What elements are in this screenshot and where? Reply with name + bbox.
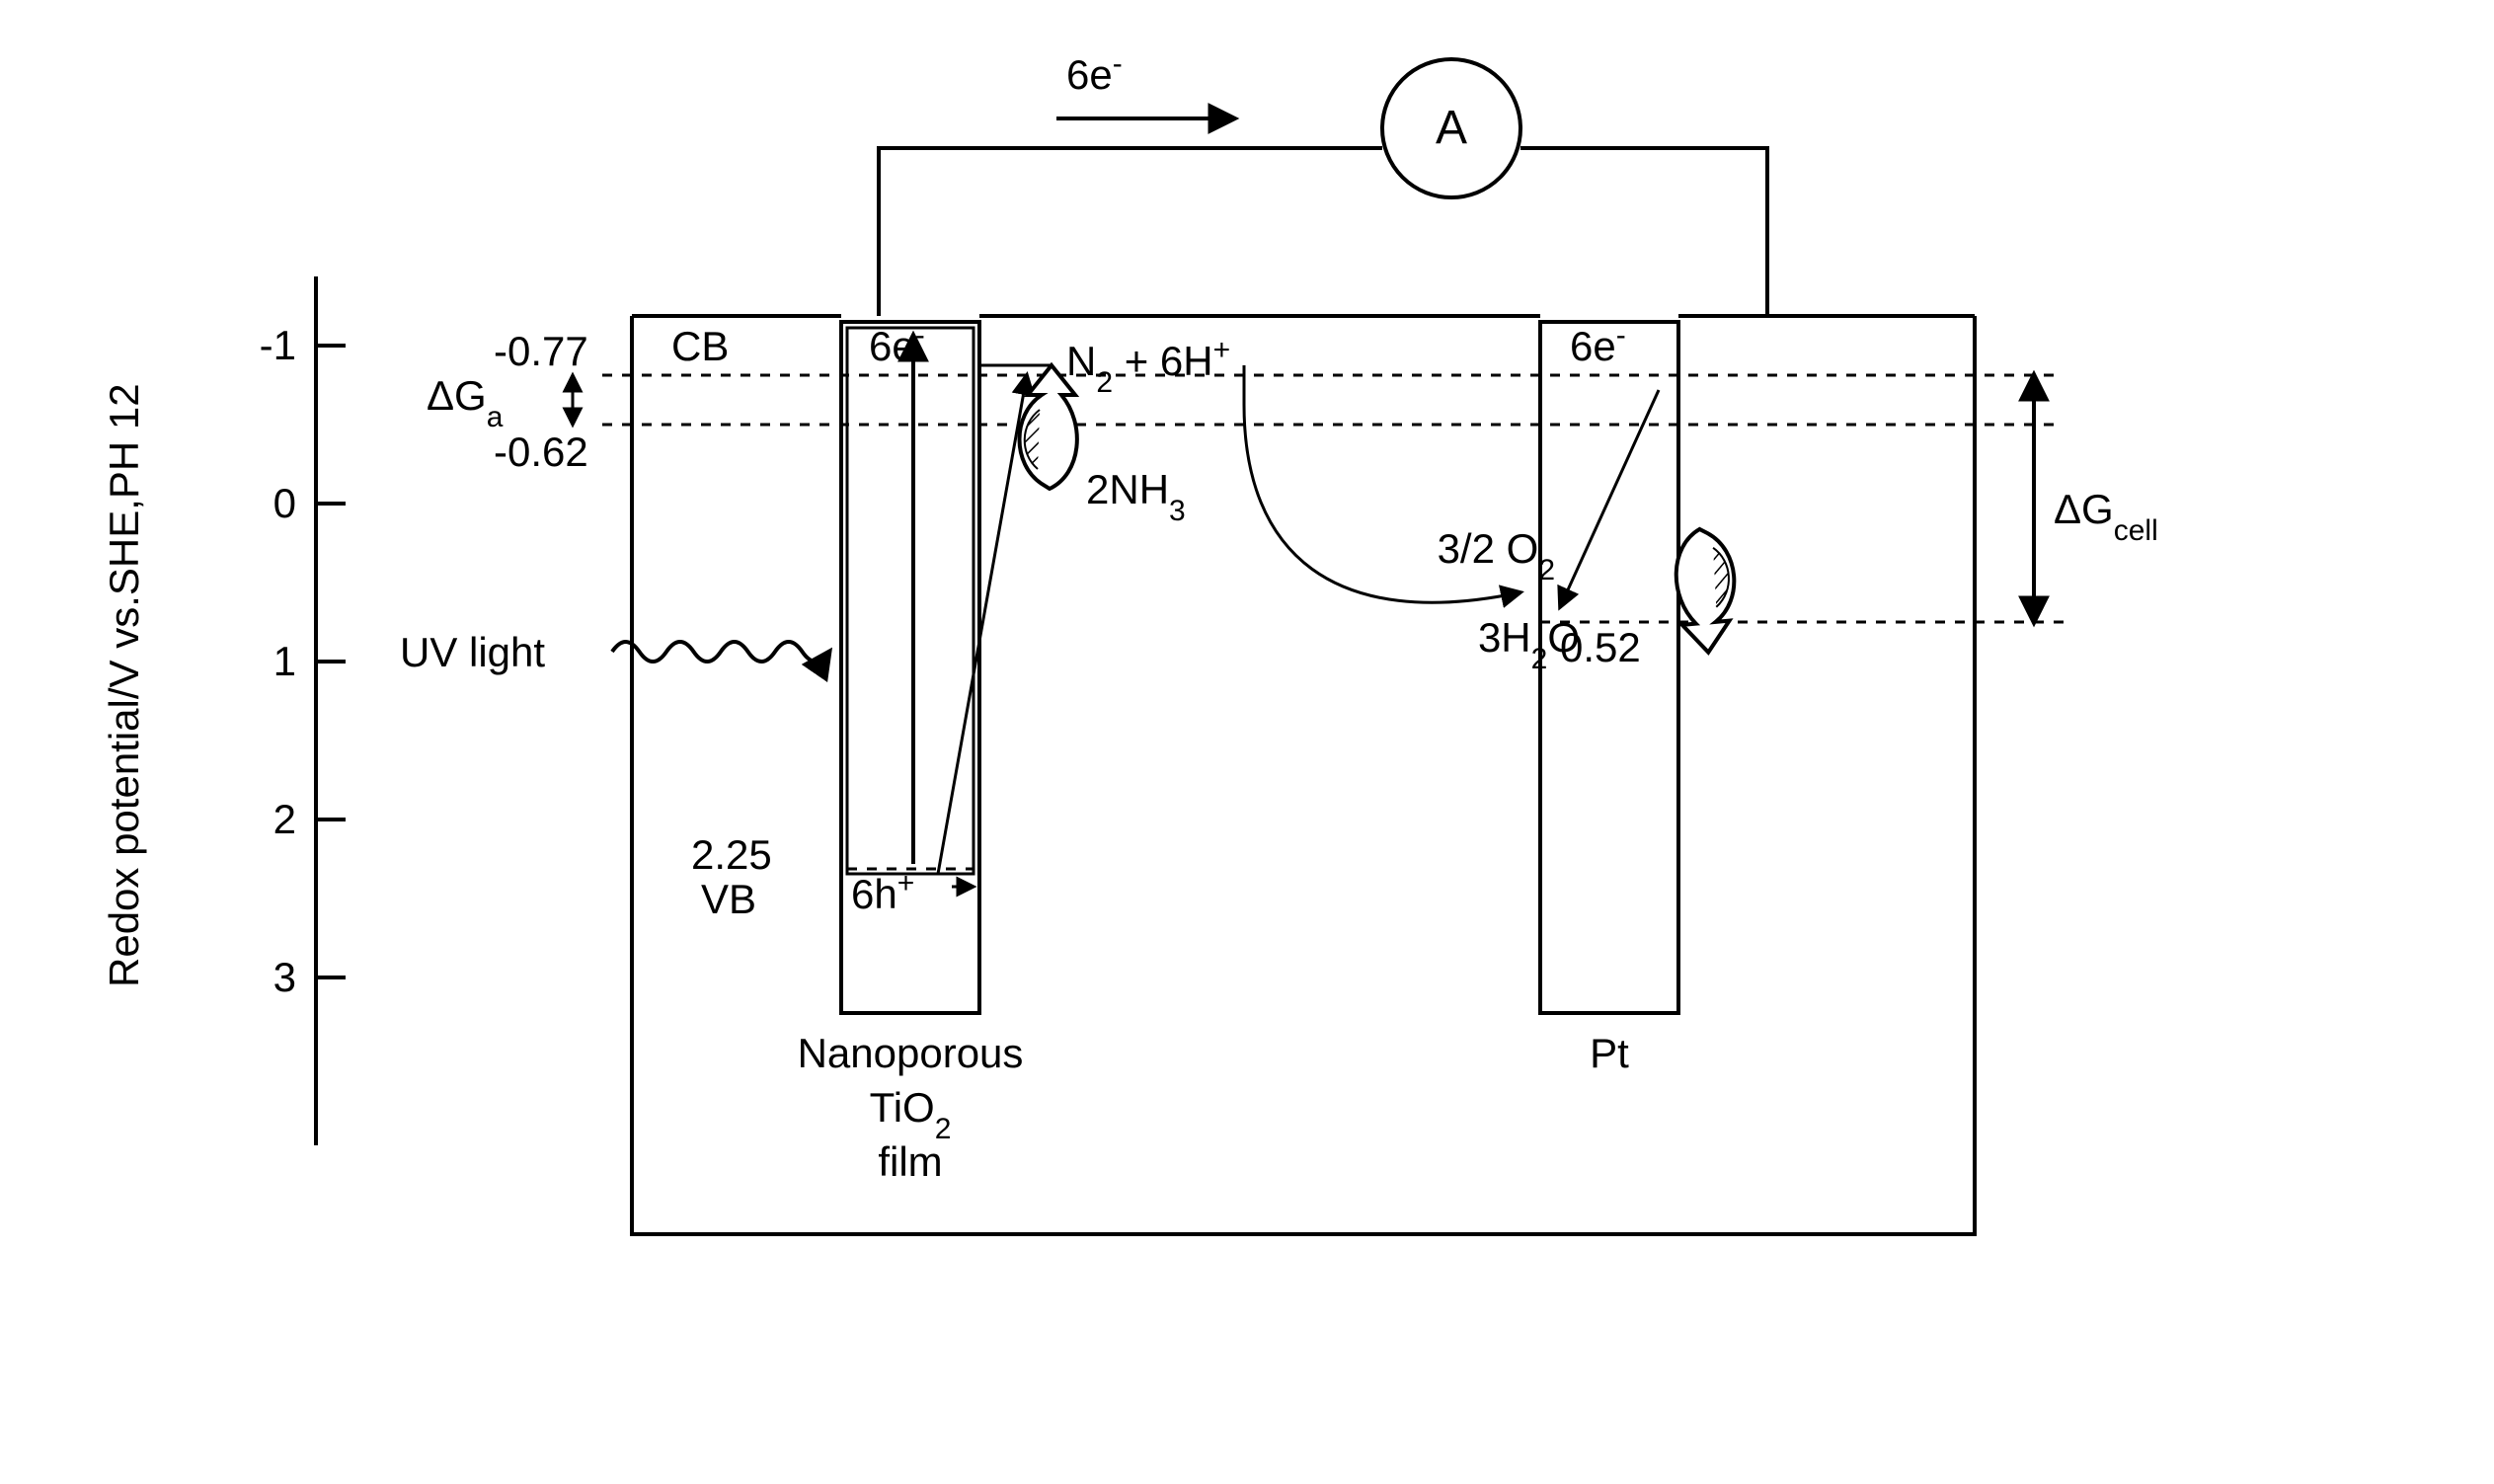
y-tick-label: 2 [273, 796, 296, 842]
y-tick-label: -1 [260, 322, 296, 368]
tio2-label: Nanoporous [798, 1030, 1024, 1076]
vb-energy: 2.25 [691, 831, 772, 878]
ammeter-label: A [1436, 102, 1467, 154]
y-axis-label: Redox potential/V vs.SHE,PH 12 [101, 383, 147, 987]
tio2-film: film [878, 1138, 942, 1185]
pt-label: Pt [1590, 1030, 1629, 1076]
level-n2-val: -0.62 [494, 429, 588, 475]
uv-label: UV light [400, 629, 545, 675]
y-tick-label: 0 [273, 480, 296, 526]
level-cb-val: -0.77 [494, 328, 588, 374]
cb-label: CB [671, 323, 729, 369]
y-tick-label: 3 [273, 954, 296, 1000]
background [0, 0, 2494, 1484]
vb-label: VB [701, 876, 756, 922]
y-tick-label: 1 [273, 638, 296, 684]
